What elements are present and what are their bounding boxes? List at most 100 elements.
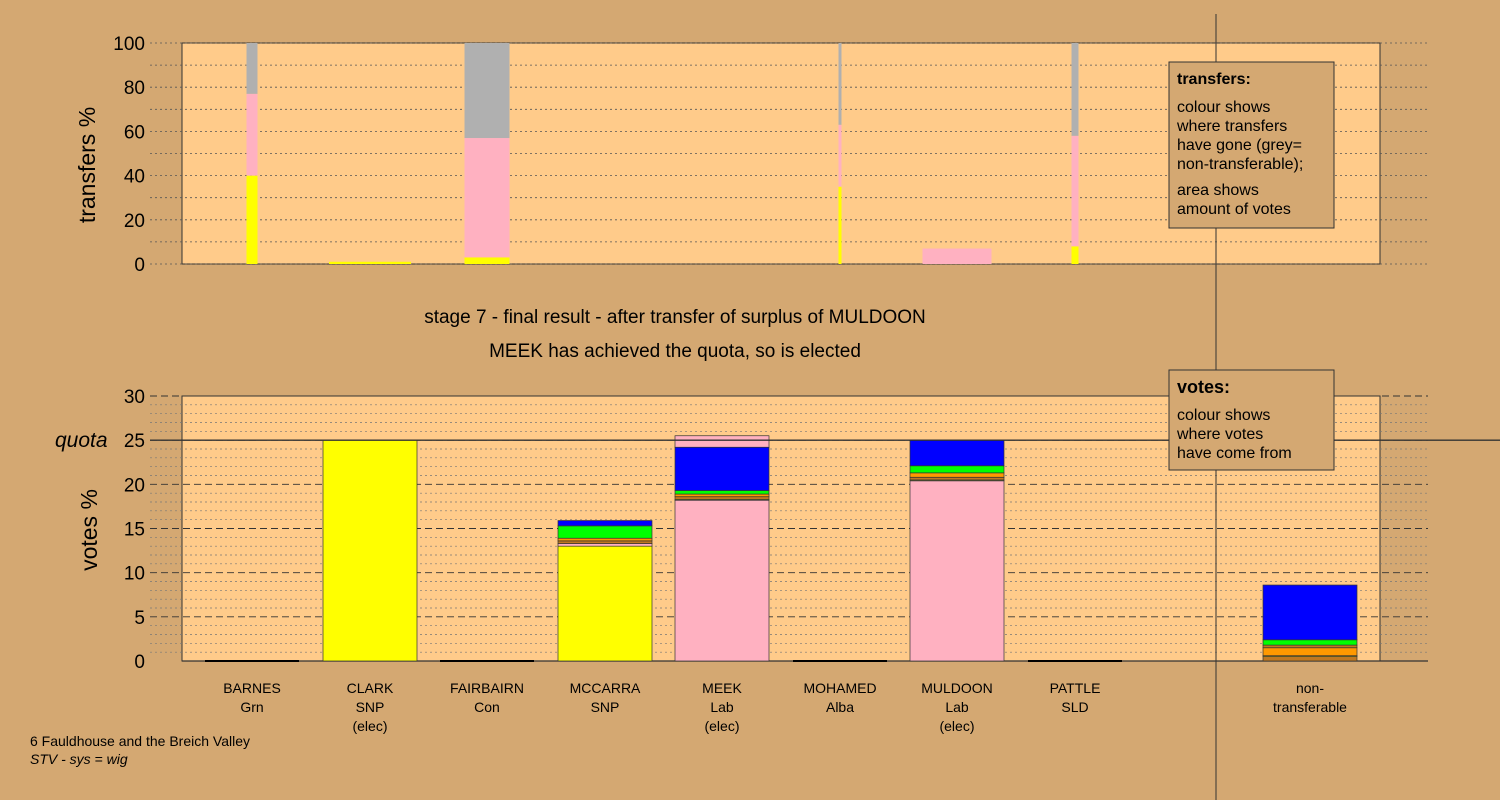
- votes-legend-title: votes:: [1177, 377, 1230, 397]
- candidate-label: MEEK: [702, 680, 742, 696]
- candidate-label: Lab: [710, 699, 734, 715]
- candidate-label: Con: [474, 699, 500, 715]
- votes-tick-label: 10: [124, 564, 145, 585]
- vote-bar-segment: [557, 525, 653, 539]
- transfer-bar-segment: [464, 257, 510, 264]
- votes-tick-label: 15: [124, 520, 145, 541]
- votes-tick-label: 0: [134, 652, 145, 673]
- candidate-label: SNP: [591, 699, 620, 715]
- candidate-labels: BARNES Grn CLARK SNP (elec) FAIRBAIRN Con MCCAR…: [223, 680, 1347, 734]
- votes-legend-box: [1168, 369, 1335, 471]
- transfers-legend-title: transfers:: [1177, 71, 1251, 88]
- vote-bar-segment: [909, 472, 1005, 478]
- transfers-tick-label: 100: [113, 34, 145, 55]
- vote-bar-segment: [1262, 639, 1358, 646]
- vote-bar-segment: [909, 439, 1005, 467]
- transfer-bar-segment: [1071, 43, 1079, 136]
- transfers-y-ticks: 0 20 40 60 80 100: [113, 34, 145, 276]
- transfer-bar-segment: [922, 248, 992, 264]
- candidate-label: (elec): [939, 718, 974, 734]
- candidate-label: MULDOON: [921, 680, 993, 696]
- candidate-label: Grn: [240, 699, 263, 715]
- vote-bar-segment: [557, 543, 653, 547]
- transfers-legend-line: area shows: [1177, 182, 1259, 199]
- vote-bar-segment: [674, 446, 770, 491]
- vote-bar-segment: [557, 537, 653, 542]
- transfer-bar-segment: [464, 43, 510, 139]
- transfer-bar-segment: [1071, 135, 1079, 247]
- transfers-tick-label: 80: [124, 78, 145, 99]
- vote-bar-segment: [557, 545, 653, 662]
- vote-bar-segment: [1262, 584, 1358, 641]
- vote-bar-segment: [909, 476, 1005, 481]
- transfer-bar-segment: [464, 138, 510, 258]
- transfer-bar-segment: [246, 43, 258, 94]
- vote-bar-segment: [674, 435, 770, 448]
- transfers-tick-label: 0: [134, 255, 145, 276]
- transfers-tick-label: 60: [124, 122, 145, 143]
- candidate-label: FAIRBAIRN: [450, 680, 524, 696]
- vote-bar-segment: [674, 499, 770, 662]
- votes-tick-label: 30: [124, 387, 145, 408]
- stage-subtitle: MEEK has achieved the quota, so is elect…: [489, 341, 861, 362]
- candidate-label: (elec): [704, 718, 739, 734]
- transfers-legend-line: non-transferable);: [1177, 156, 1303, 173]
- votes-legend: votes: colour shows where votes have com…: [1168, 369, 1335, 471]
- vote-bar-segment: [909, 465, 1005, 474]
- votes-legend-line: colour shows: [1177, 407, 1270, 424]
- transfers-tick-label: 40: [124, 167, 145, 188]
- transfer-bar-segment: [838, 186, 842, 264]
- vote-bar-segment: [909, 480, 1005, 662]
- candidate-label: transferable: [1273, 699, 1347, 715]
- votes-panel: 0 5 10 15 20 25 30 BARNES Grn CLARK SNP (elec) FAIR…: [55, 387, 1500, 734]
- ward-name: 6 Fauldhouse and the Breich Valley: [30, 733, 250, 749]
- vote-bar-segment: [1262, 647, 1358, 657]
- vote-bar-segment: [1262, 644, 1358, 649]
- transfer-bar-segment: [329, 261, 411, 264]
- transfers-legend: transfers: colour shows where transfers …: [1168, 61, 1335, 229]
- transfer-bar-segment: [838, 124, 842, 187]
- candidate-label: MCCARRA: [570, 680, 641, 696]
- vote-bar-segment: [674, 496, 770, 500]
- vote-bar-segment: [1262, 656, 1358, 662]
- transfers-legend-box: [1168, 61, 1335, 229]
- votes-tick-label: 25: [124, 431, 145, 452]
- transfers-legend-line: colour shows: [1177, 99, 1270, 116]
- transfer-bar-segment: [838, 43, 842, 125]
- candidate-label: PATTLE: [1050, 680, 1101, 696]
- candidate-label: SNP: [356, 699, 385, 715]
- candidate-label: BARNES: [223, 680, 281, 696]
- transfers-y-axis-label: transfers %: [74, 107, 100, 223]
- votes-legend-line: have come from: [1177, 445, 1292, 462]
- transfers-legend-line: where transfers: [1176, 118, 1287, 135]
- votes-y-axis-label: votes %: [76, 489, 102, 571]
- candidate-label: MOHAMED: [803, 680, 876, 696]
- candidate-label: (elec): [352, 718, 387, 734]
- vote-bar-segment: [557, 540, 653, 544]
- transfer-bar-segment: [1071, 246, 1079, 264]
- transfer-bar-segment: [246, 175, 258, 264]
- transfers-bars: [246, 43, 1079, 264]
- vote-bar-segment: [322, 439, 418, 662]
- votes-legend-line: where votes: [1176, 426, 1263, 443]
- votes-tick-label: 5: [134, 608, 145, 629]
- stage-title: stage 7 - final result - after transfer …: [424, 307, 926, 328]
- transfers-legend-line: have gone (grey=: [1177, 137, 1302, 154]
- transfers-legend-line: amount of votes: [1177, 201, 1291, 218]
- quota-label: quota: [55, 429, 108, 452]
- candidate-label: CLARK: [347, 680, 394, 696]
- vote-bar-segment: [674, 490, 770, 495]
- voting-system: STV - sys = wig: [30, 751, 128, 767]
- votes-tick-label: 20: [124, 475, 145, 496]
- candidate-label: non-: [1296, 680, 1324, 696]
- candidate-label: SLD: [1061, 699, 1088, 715]
- votes-bars: [205, 435, 1358, 662]
- candidate-label: Lab: [945, 699, 969, 715]
- transfer-bar-segment: [246, 93, 258, 176]
- transfers-tick-label: 20: [124, 211, 145, 232]
- vote-bar-segment: [674, 493, 770, 498]
- candidate-label: Alba: [826, 699, 854, 715]
- vote-bar-segment: [557, 520, 653, 527]
- votes-y-ticks: 0 5 10 15 20 25 30: [124, 387, 145, 673]
